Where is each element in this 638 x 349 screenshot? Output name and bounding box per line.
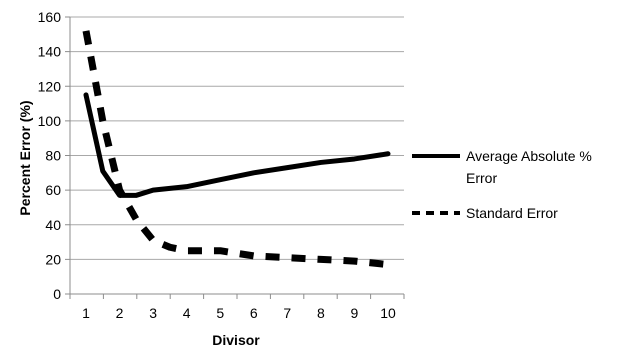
x-tick-label-8: 9 xyxy=(351,305,359,321)
x-tick-label-4: 5 xyxy=(216,305,224,321)
y-tick-label-7: 140 xyxy=(38,44,62,60)
series-line-0 xyxy=(83,92,391,198)
y-tick-label-1: 20 xyxy=(45,251,61,267)
y-tick-label-4: 80 xyxy=(45,148,61,164)
series-1-point-6 xyxy=(186,250,187,251)
legend-label-1: Standard Error xyxy=(466,205,558,221)
x-tick-label-3: 4 xyxy=(183,305,191,321)
y-tick-label-0: 0 xyxy=(53,286,61,302)
series-1-point-3 xyxy=(136,219,137,220)
x-tick-label-1: 2 xyxy=(116,305,124,321)
y-tick-label-5: 100 xyxy=(38,113,62,129)
y-axis-title: Percent Error (%) xyxy=(17,100,33,215)
legend: Average Absolute % Error Standard Error xyxy=(412,148,592,221)
series-1-point-4 xyxy=(153,240,154,241)
axes xyxy=(65,16,405,299)
x-tick-label-0: 1 xyxy=(82,305,90,321)
series-1-point-9 xyxy=(287,257,288,258)
x-tick-label-5: 6 xyxy=(250,305,258,321)
series-lines xyxy=(82,30,391,269)
x-tick-label-9: 10 xyxy=(380,305,396,321)
series-line-1 xyxy=(82,30,389,269)
x-tick-label-2: 3 xyxy=(149,305,157,321)
x-axis-title: Divisor xyxy=(212,332,260,348)
x-tick-labels: 1 2 3 4 5 6 7 8 9 10 xyxy=(82,305,396,321)
grid-lines xyxy=(70,16,404,260)
legend-label-0: Average Absolute % Error xyxy=(466,148,592,186)
y-tick-labels: 0 20 40 60 80 100 120 140 160 xyxy=(38,9,62,302)
x-tick-label-6: 7 xyxy=(283,305,291,321)
y-tick-label-2: 40 xyxy=(45,217,61,233)
y-tick-label-3: 60 xyxy=(45,182,61,198)
y-tick-label-6: 120 xyxy=(38,78,62,94)
y-tick-label-8: 160 xyxy=(38,9,62,25)
x-tick-label-7: 8 xyxy=(317,305,325,321)
series-1-point-12 xyxy=(388,264,389,265)
